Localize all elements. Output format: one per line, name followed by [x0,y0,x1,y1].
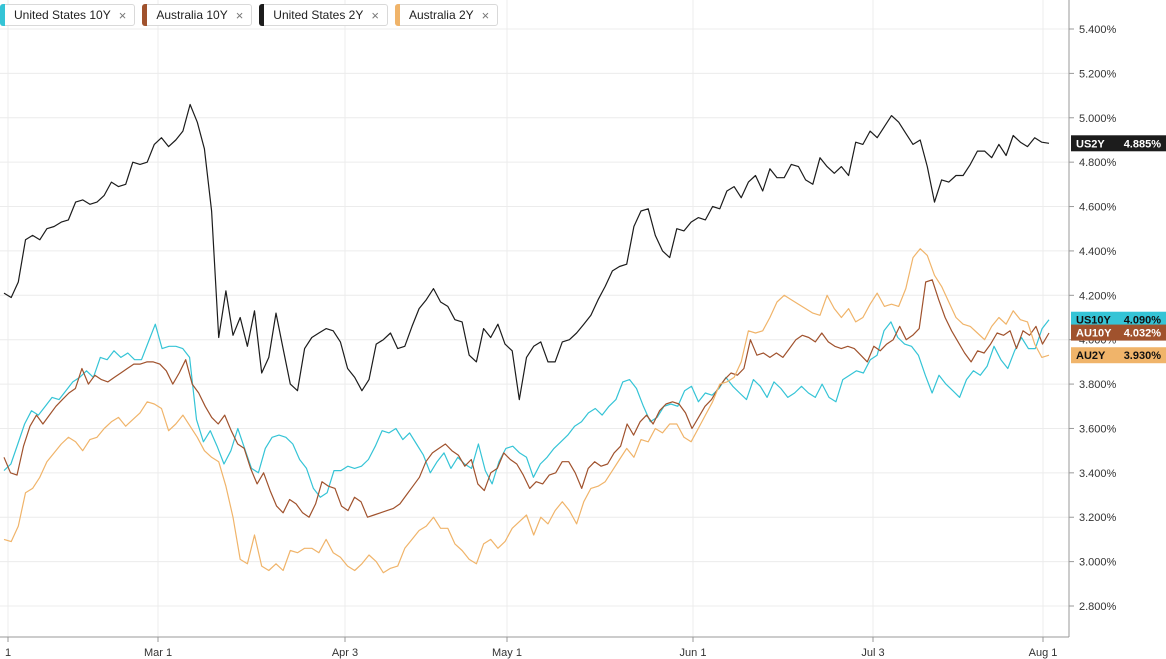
legend-swatch-au10y [142,4,148,26]
legend-label: United States 2Y [273,8,364,22]
value-tag-bg [1071,324,1166,341]
legend-chip-us2y[interactable]: United States 2Y × [259,4,388,26]
y-tick-label: 2.800% [1079,601,1117,613]
value-tag-symbol: AU2Y [1076,350,1106,362]
value-tag-bg [1071,347,1166,364]
value-tag-value: 3.930% [1124,350,1162,362]
legend-chip-au10y[interactable]: Australia 10Y × [142,4,253,26]
value-tag-value: 4.032% [1124,328,1162,340]
value-tag-au2y: AU2Y 3.930% [1071,347,1166,364]
value-tag-us10y: US10Y 4.090% [1071,311,1166,328]
x-tick-label: Jul 3 [861,647,884,659]
x-tick-label: 1 [5,647,11,659]
value-tag-symbol: AU10Y [1076,328,1112,340]
legend-swatch-au2y [394,4,400,26]
series-line-au10y [3,279,1050,518]
value-tag-value: 4.885% [1124,138,1162,150]
grid-lines [0,0,1069,637]
close-icon[interactable]: × [481,7,490,23]
y-tick-label: 4.400% [1079,246,1117,258]
y-tick-label: 3.600% [1079,423,1117,435]
series-line-us10y [3,319,1050,498]
legend-label: Australia 10Y [156,8,228,22]
legend-chip-us10y[interactable]: United States 10Y × [0,4,136,26]
series-lines [3,103,1050,574]
close-icon[interactable]: × [118,7,127,23]
x-tick-label: Apr 3 [332,647,358,659]
y-tick-label: 5.200% [1079,68,1117,80]
y-tick-label: 5.400% [1079,24,1117,36]
value-tag-value: 4.090% [1124,315,1162,327]
y-tick-label: 3.200% [1079,512,1117,524]
value-tag-au10y: AU10Y 4.032% [1071,324,1166,341]
x-tick-label: May 1 [492,647,522,659]
value-tag-symbol: US2Y [1076,138,1105,150]
close-icon[interactable]: × [371,7,379,23]
legend-chip-au2y[interactable]: Australia 2Y × [394,4,499,26]
legend: United States 10Y × Australia 10Y × Unit… [0,4,499,26]
close-icon[interactable]: × [235,7,244,23]
y-tick-label: 4.800% [1079,157,1117,169]
axes: 2.800%3.000%3.200%3.400%3.600%3.800%4.00… [0,0,1117,659]
x-tick-label: Aug 1 [1029,647,1058,659]
value-tag-symbol: US10Y [1076,315,1112,327]
legend-swatch-us2y [259,4,265,26]
y-tick-label: 5.000% [1079,113,1117,125]
y-tick-label: 4.200% [1079,290,1117,302]
y-tick-label: 3.000% [1079,557,1117,569]
series-line-au2y [3,248,1050,574]
value-tag-us2y: US2Y 4.885% [1071,135,1166,152]
legend-label: United States 10Y [14,8,111,22]
x-tick-label: Mar 1 [144,647,172,659]
value-tag-bg [1071,135,1166,152]
legend-label: Australia 2Y [408,8,474,22]
legend-swatch-us10y [0,4,5,26]
x-tick-label: Jun 1 [680,647,707,659]
series-line-us2y [3,103,1050,401]
value-tag-bg [1071,311,1166,328]
y-tick-label: 3.800% [1079,379,1117,391]
y-tick-label: 3.400% [1079,468,1117,480]
last-value-tags: US10Y 4.090% AU10Y 4.032% US2Y 4.885% AU2Y 3.93… [1071,135,1166,364]
y-tick-label: 4.600% [1079,202,1117,214]
